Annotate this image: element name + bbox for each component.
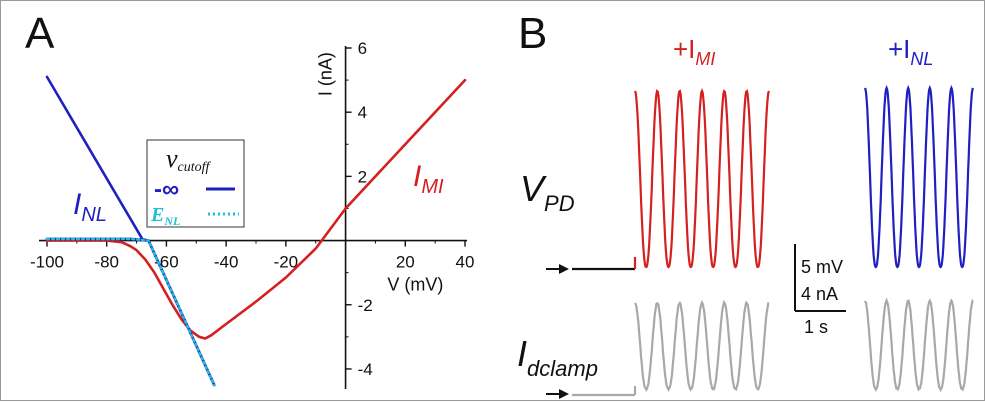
scale-voltage-label: 5 mV xyxy=(801,257,843,277)
series-line-0 xyxy=(45,78,467,340)
x-tick-label: -80 xyxy=(94,253,119,272)
legend-row1-label: -∞ xyxy=(154,176,179,203)
y-tick-label: 2 xyxy=(358,167,367,186)
legend: vcutoff -∞ ENL xyxy=(146,139,245,228)
x-tick-label: -100 xyxy=(30,253,64,272)
v-pd-nl-trace xyxy=(863,84,975,269)
y-axis-title: I (nA) xyxy=(316,52,336,96)
v-baseline-arrow-icon xyxy=(546,264,569,274)
legend-row2-label: ENL xyxy=(150,204,180,228)
i-dclamp-mi-trace xyxy=(633,299,770,395)
scale-bar: 5 mV 4 nA 1 s xyxy=(794,244,846,337)
panel-b-label: B xyxy=(518,9,547,58)
series-line-2 xyxy=(45,237,216,387)
y-tick-label: -4 xyxy=(358,360,373,379)
scale-current-label: 4 nA xyxy=(801,284,838,304)
x-axis-title: V (mV) xyxy=(387,275,443,295)
y-tick-label: 4 xyxy=(358,103,367,122)
x-tick-label: -40 xyxy=(214,253,239,272)
plus-nl-label: +INL xyxy=(888,34,933,69)
x-tick-label: -20 xyxy=(274,253,299,272)
legend-box xyxy=(146,139,245,228)
x-tick-label: 20 xyxy=(396,253,415,272)
v-pd-label: VPD xyxy=(520,168,575,216)
series-line-3 xyxy=(45,237,216,387)
y-tick-label: 6 xyxy=(358,39,367,58)
panel-a-label: A xyxy=(25,9,55,58)
i-nl-annotation: INL xyxy=(73,188,107,226)
scale-time-label: 1 s xyxy=(804,317,828,337)
plus-mi-label: +IMI xyxy=(673,34,715,69)
legend-title: vcutoff xyxy=(166,144,212,175)
x-tick-label: 40 xyxy=(456,253,475,272)
v-pd-mi-trace xyxy=(633,87,771,269)
i-dclamp-label: Idclamp xyxy=(517,333,598,381)
i-dclamp-nl-trace xyxy=(863,297,974,393)
panel-b-traces xyxy=(572,84,975,397)
y-tick-label: -2 xyxy=(358,296,373,315)
i-mi-annotation: IMI xyxy=(413,160,444,198)
i-baseline-arrow-icon xyxy=(546,389,569,399)
